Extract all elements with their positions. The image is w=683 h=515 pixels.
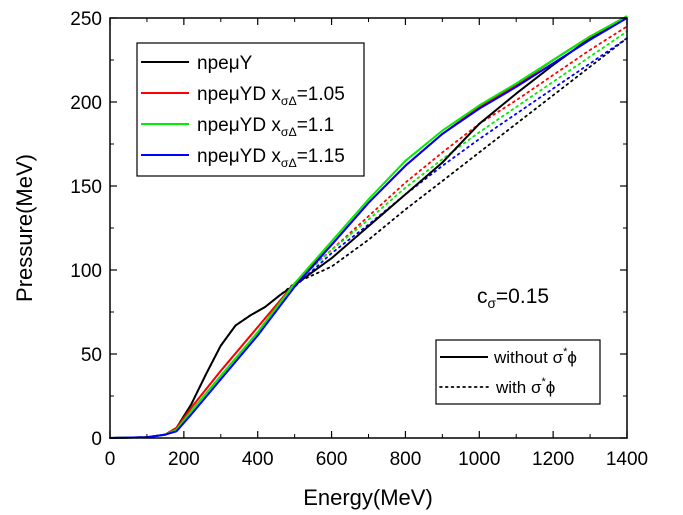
legend-label: npeμY	[197, 53, 253, 74]
series-legend: npeμY npeμYD xσΔ=1.05 npeμYD xσΔ=1.1 npeμYD…	[136, 42, 365, 177]
x-tick-label: 800	[390, 449, 422, 470]
style-legend-box	[435, 339, 601, 405]
x-tick-label: 1400	[606, 449, 648, 470]
series-line-solid	[109, 15, 628, 439]
style-legend: without σ*ϕ with σ*ϕ	[435, 339, 601, 405]
legend-label: npeμYD xσΔ=1.15	[197, 146, 345, 170]
style-label-solid: without σ*ϕ	[493, 346, 577, 367]
x-tick-label: 1000	[458, 449, 500, 470]
axes-layer: 0 200 400 600 800 1000 1200 1400 0 50 100 150 200 250	[70, 9, 648, 470]
legend-box	[136, 42, 365, 177]
y-tick-label: 200	[70, 93, 102, 114]
x-tick-label: 400	[242, 449, 274, 470]
x-tick-label: 1200	[532, 449, 574, 470]
x-tick-label: 200	[168, 449, 200, 470]
y-tick-label: 0	[91, 429, 102, 450]
legend-label: npeμYD xσΔ=1.05	[197, 84, 345, 108]
y-tick-label: 250	[70, 9, 102, 30]
annotation: cσ=0.15	[477, 285, 549, 311]
x-tick-label: 600	[316, 449, 348, 470]
series-layer	[109, 15, 628, 439]
style-label-dotted: with σ*ϕ	[495, 376, 555, 397]
x-axis-label: Energy(MeV)	[303, 485, 433, 510]
annotation-label: cσ=0.15	[477, 285, 549, 311]
y-tick-label: 100	[70, 261, 102, 282]
legend-label: npeμYD xσΔ=1.1	[197, 115, 334, 139]
y-axis-label: Pressure(MeV)	[12, 154, 37, 302]
y-tick-label: 50	[81, 345, 102, 366]
y-tick-label: 150	[70, 177, 102, 198]
series-line-solid	[109, 17, 628, 439]
x-tick-label: 0	[105, 449, 116, 470]
